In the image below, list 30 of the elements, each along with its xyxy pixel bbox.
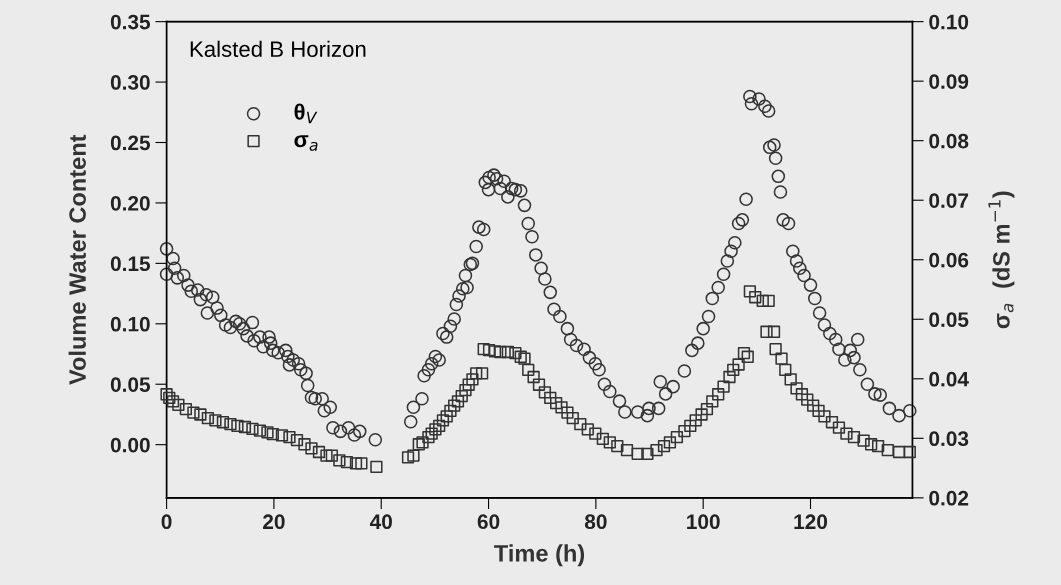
- y-tick-label: 0.35: [110, 14, 151, 30]
- y2-tick-label: 0.09: [929, 74, 969, 89]
- y2-tick-label: 0.02: [929, 490, 969, 506]
- y2-tick-label: 0.04: [929, 371, 969, 387]
- y-tick-label: 0.30: [110, 75, 150, 90]
- y2-tick-label: 0.08: [929, 133, 969, 149]
- x-tick-label: 120: [794, 514, 828, 530]
- y-tick-label: 0.00: [110, 437, 150, 453]
- y2-tick-label: 0.10: [929, 14, 969, 30]
- legend-label: θ$_{V}$: [294, 103, 318, 124]
- y-tick-label: 0.15: [110, 256, 151, 272]
- y-tick-label: 0.10: [110, 316, 150, 332]
- legend-label: σ$_{a}$: [294, 135, 318, 151]
- y2-axis-title: σ$_{a}$ (dS m$^{−1}$): [988, 191, 1015, 329]
- x-tick-label: 0: [161, 514, 172, 530]
- y2-tick-label: 0.07: [929, 193, 969, 208]
- x-tick-label: 60: [477, 514, 500, 530]
- x-tick-label: 20: [263, 514, 285, 530]
- y-tick-label: 0.05: [110, 377, 151, 392]
- annotation: Kalsted B Horizon: [190, 40, 366, 58]
- y2-tick-label: 0.05: [929, 312, 969, 328]
- y2-tick-label: 0.03: [929, 431, 969, 447]
- y-tick-label: 0.25: [110, 135, 151, 151]
- y-tick-label: 0.20: [110, 195, 150, 211]
- x-tick-label: 80: [584, 514, 607, 530]
- x-tick-label: 100: [687, 514, 720, 530]
- y2-tick-label: 0.06: [929, 252, 969, 268]
- x-tick-label: 40: [369, 514, 392, 530]
- x-axis-title: Time (h): [494, 544, 585, 567]
- y-axis-title: Volume Water Content: [68, 134, 86, 385]
